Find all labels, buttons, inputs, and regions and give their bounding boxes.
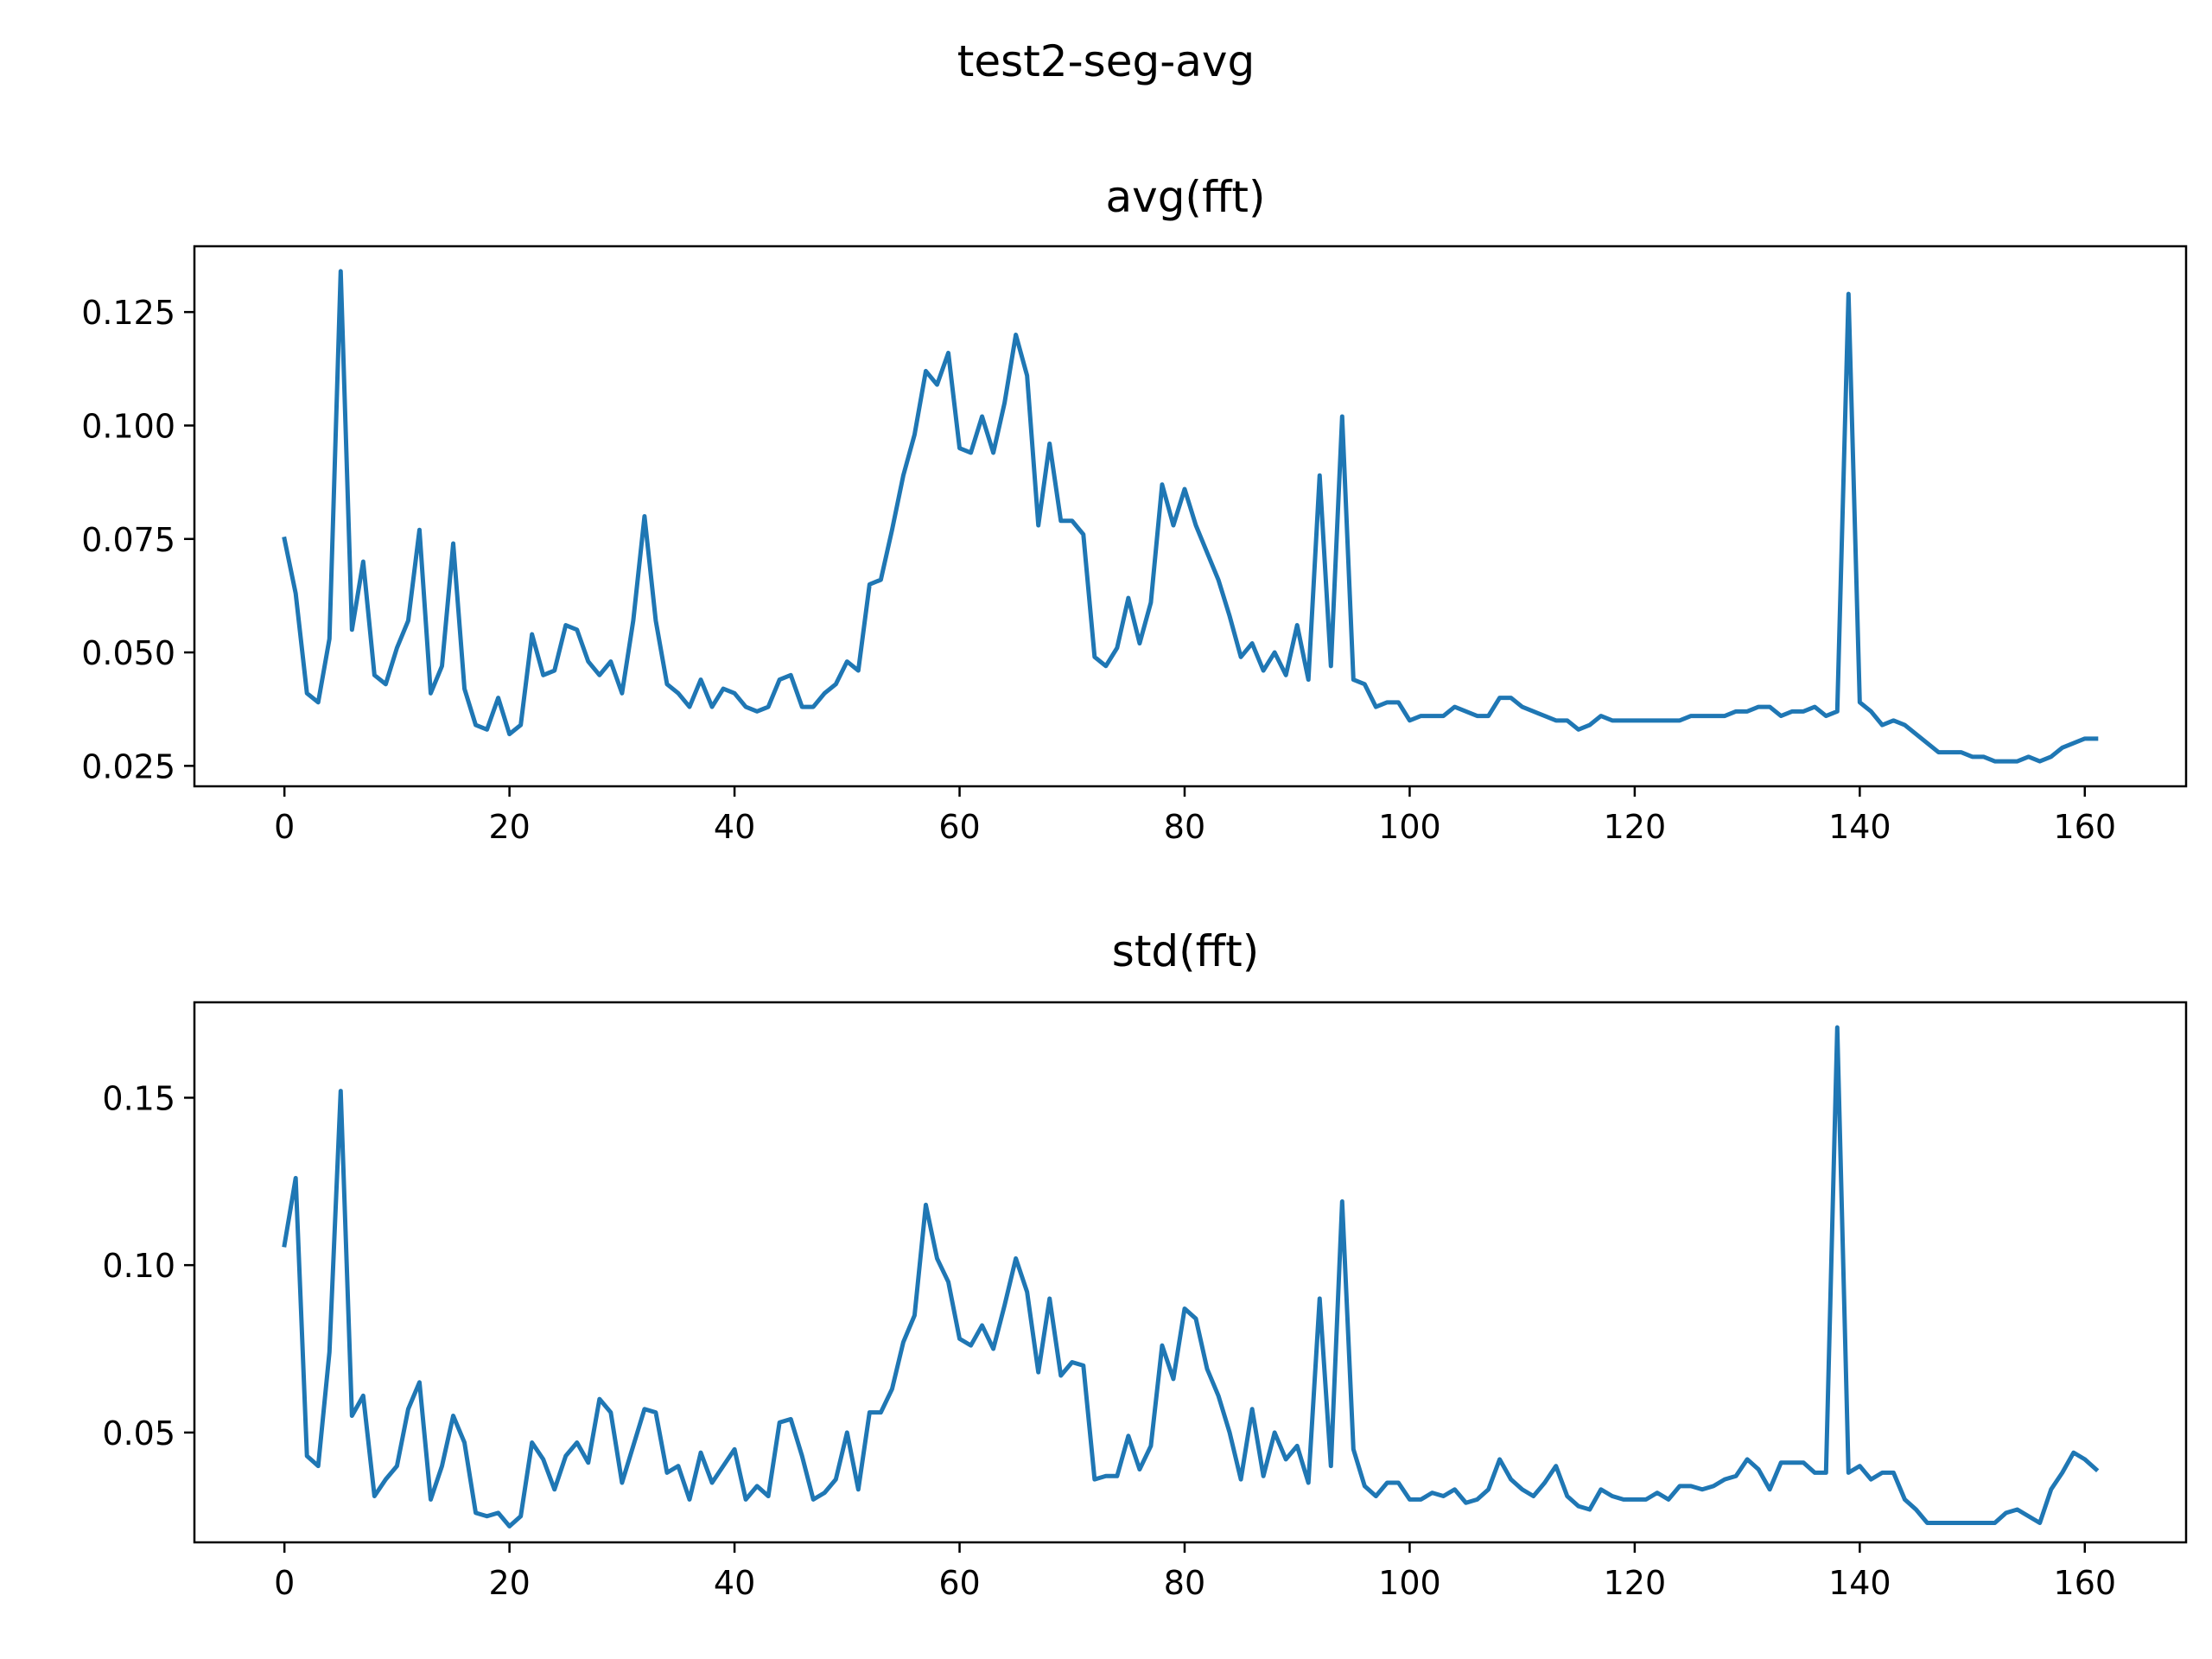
- avg-fft-x-tick-label: 140: [1828, 808, 1891, 846]
- avg-fft-y-tick-label: 0.100: [81, 407, 175, 445]
- avg-fft-x-tick-label: 160: [2054, 808, 2117, 846]
- avg-fft-y-tick-label: 0.075: [81, 521, 175, 559]
- avg-fft-x-tick-label: 20: [488, 808, 530, 846]
- std-fft-y-tick-label: 0.05: [102, 1414, 175, 1452]
- std-fft-x-tick-label: 120: [1604, 1564, 1667, 1602]
- std-fft-x-tick-label: 100: [1378, 1564, 1441, 1602]
- std-fft-x-tick-label: 80: [1164, 1564, 1205, 1602]
- std-fft-x-tick-label: 140: [1828, 1564, 1891, 1602]
- avg-fft-x-tick-label: 60: [938, 808, 980, 846]
- std-fft-series-line: [282, 1025, 2100, 1529]
- avg-fft-x-tick-label: 100: [1378, 808, 1441, 846]
- std-fft-x-tick-label: 160: [2054, 1564, 2117, 1602]
- std-fft-axes-frame: [193, 1001, 2188, 1544]
- std-fft-y-tick-label: 0.15: [102, 1079, 175, 1117]
- std-fft-x-tick-label: 60: [938, 1564, 980, 1602]
- std-fft-y-tick-label: 0.10: [102, 1247, 175, 1285]
- subplot-title-avg-fft: avg(fft): [1105, 172, 1265, 222]
- std-fft-axes-layer: 0 20 40 60 80 100 120 140 160 0.05 0.10 0.15: [102, 1001, 2188, 1602]
- subplot-title-std-fft: std(fft): [1112, 926, 1259, 976]
- avg-fft-axes-frame: [193, 245, 2188, 788]
- std-fft-x-tick-label: 20: [488, 1564, 530, 1602]
- avg-fft-y-tick-label: 0.125: [81, 294, 175, 332]
- std-fft-x-tick-label: 0: [274, 1564, 295, 1602]
- avg-fft-x-tick-label: 40: [714, 808, 755, 846]
- figure-suptitle: test2-seg-avg: [957, 36, 1255, 86]
- avg-fft-axes-layer: 0 20 40 60 80 100 120 140 160 0.025 0.050 0.075 0.10…: [81, 245, 2188, 846]
- avg-fft-x-tick-label: 120: [1604, 808, 1667, 846]
- subplot-avg-fft: avg(fft) 0 20 40 60 80 100 120 140 160 0.025 0.050…: [81, 172, 2188, 846]
- avg-fft-series-line: [282, 269, 2099, 764]
- std-fft-x-tick-label: 40: [714, 1564, 755, 1602]
- avg-fft-x-tick-label: 80: [1164, 808, 1205, 846]
- avg-fft-y-tick-label: 0.025: [81, 747, 175, 785]
- subplot-std-fft: std(fft) 0 20 40 60 80 100 120 140 160 0.05 0.10 0.…: [102, 926, 2188, 1602]
- avg-fft-x-tick-label: 0: [274, 808, 295, 846]
- avg-fft-y-tick-label: 0.050: [81, 634, 175, 672]
